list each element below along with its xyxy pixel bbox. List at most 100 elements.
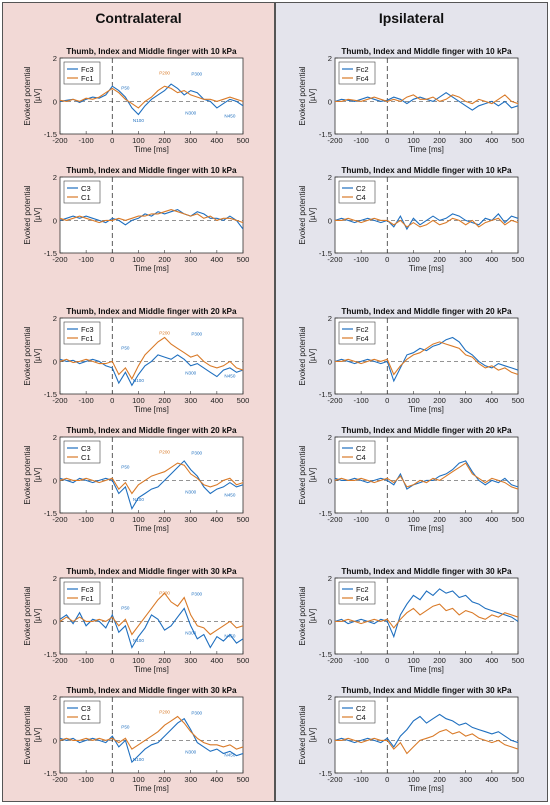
x-tick-label: 0 xyxy=(385,515,389,524)
y-tick-label: -1.5 xyxy=(44,130,57,139)
x-tick-label: -200 xyxy=(52,255,67,264)
peak-annotation: N450 xyxy=(224,374,235,379)
peak-annotation: N450 xyxy=(224,114,235,119)
y-axis-label: Evoked potential[µV] xyxy=(298,185,317,244)
chart-title: Thumb, Index and Middle finger with 30 k… xyxy=(66,686,237,695)
y-tick-label: 0 xyxy=(53,736,57,745)
peak-annotation: P200 xyxy=(159,449,170,454)
legend-label: Fc2 xyxy=(356,325,369,334)
x-tick-label: 500 xyxy=(237,255,250,264)
x-tick-label: 300 xyxy=(459,396,472,405)
series-line-C1 xyxy=(60,715,243,750)
peak-annotation: N100 xyxy=(133,497,144,502)
ipsilateral-title: Ipsilateral xyxy=(378,10,445,26)
y-tick-label: -1.5 xyxy=(319,650,332,659)
peak-annotation: N300 xyxy=(185,489,196,494)
x-tick-label: 500 xyxy=(512,255,525,264)
x-tick-label: -100 xyxy=(354,775,369,784)
x-tick-label: -200 xyxy=(327,396,342,405)
chart-4: Thumb, Index and Middle finger with 30 k… xyxy=(23,567,249,674)
y-tick-label: 2 xyxy=(328,173,332,182)
chart-0: Thumb, Index and Middle finger with 10 k… xyxy=(23,47,249,154)
y-tick-label: 2 xyxy=(53,693,57,702)
y-tick-label: 2 xyxy=(328,314,332,323)
chart-6: Thumb, Index and Middle finger with 10 k… xyxy=(298,47,524,154)
y-axis-label: Evoked potential[µV] xyxy=(298,66,317,125)
x-tick-label: 100 xyxy=(407,656,420,665)
x-tick-label: 200 xyxy=(158,515,171,524)
x-tick-label: 400 xyxy=(486,255,499,264)
chart-7: Thumb, Index and Middle finger with 10 k… xyxy=(298,166,524,273)
x-tick-label: 300 xyxy=(459,775,472,784)
peak-annotation: P200 xyxy=(159,70,170,75)
series-line-C1 xyxy=(60,209,243,224)
x-tick-label: 300 xyxy=(459,515,472,524)
x-tick-label: 500 xyxy=(512,775,525,784)
x-tick-label: 0 xyxy=(110,515,114,524)
series-line-C3 xyxy=(60,460,243,511)
plot-area xyxy=(59,176,244,254)
y-tick-label: 2 xyxy=(328,574,332,583)
peak-annotation: N450 xyxy=(224,753,235,758)
chart-8: Thumb, Index and Middle finger with 20 k… xyxy=(298,307,524,414)
x-tick-label: -200 xyxy=(52,136,67,145)
peak-annotation: P300 xyxy=(191,331,202,336)
y-tick-label: 2 xyxy=(328,433,332,442)
x-tick-label: 0 xyxy=(385,396,389,405)
chart-9: Thumb, Index and Middle finger with 20 k… xyxy=(298,426,524,533)
x-tick-label: -200 xyxy=(52,775,67,784)
x-tick-label: 300 xyxy=(459,136,472,145)
y-axis-label: Evoked potential[µV] xyxy=(23,705,42,764)
peak-annotation: P50 xyxy=(121,605,130,610)
y-tick-label: 2 xyxy=(53,574,57,583)
chart-title: Thumb, Index and Middle finger with 10 k… xyxy=(341,47,512,56)
chart-5: Thumb, Index and Middle finger with 30 k… xyxy=(23,686,249,793)
peak-annotation: P200 xyxy=(159,590,170,595)
x-tick-label: 0 xyxy=(110,396,114,405)
x-tick-label: 0 xyxy=(110,775,114,784)
x-tick-label: 200 xyxy=(433,515,446,524)
x-tick-label: 500 xyxy=(512,656,525,665)
y-tick-label: 0 xyxy=(328,736,332,745)
chart-title: Thumb, Index and Middle finger with 30 k… xyxy=(341,567,512,576)
y-tick-label: 0 xyxy=(53,476,57,485)
x-tick-label: 500 xyxy=(237,775,250,784)
x-tick-label: -200 xyxy=(52,656,67,665)
legend-label: C3 xyxy=(81,704,91,713)
x-tick-label: 100 xyxy=(132,396,145,405)
x-tick-label: 200 xyxy=(433,255,446,264)
x-tick-label: 100 xyxy=(407,515,420,524)
y-axis-label: Evoked potential[µV] xyxy=(23,185,42,244)
x-tick-label: 300 xyxy=(184,775,197,784)
y-axis-label: Evoked potential[µV] xyxy=(23,66,42,125)
peak-annotation: N100 xyxy=(133,757,144,762)
x-tick-label: 200 xyxy=(433,136,446,145)
chart-title: Thumb, Index and Middle finger with 10 k… xyxy=(66,166,237,175)
y-tick-label: -1.5 xyxy=(319,130,332,139)
x-tick-label: 300 xyxy=(459,255,472,264)
x-tick-label: 300 xyxy=(184,656,197,665)
y-tick-label: 0 xyxy=(328,216,332,225)
contralateral-panel xyxy=(2,2,275,802)
x-tick-label: 300 xyxy=(184,255,197,264)
legend-label: C4 xyxy=(356,713,366,722)
y-tick-label: 2 xyxy=(53,314,57,323)
y-tick-label: 0 xyxy=(53,216,57,225)
x-tick-label: 0 xyxy=(385,656,389,665)
x-tick-label: -100 xyxy=(354,656,369,665)
y-axis-label: Evoked potential[µV] xyxy=(298,586,317,645)
y-axis-label: Evoked potential[µV] xyxy=(298,705,317,764)
x-axis-label: Time [ms] xyxy=(409,784,444,793)
x-tick-label: -100 xyxy=(354,396,369,405)
legend-label: C2 xyxy=(356,184,366,193)
legend-label: C2 xyxy=(356,444,366,453)
chart-title: Thumb, Index and Middle finger with 20 k… xyxy=(66,307,237,316)
peak-annotation: N300 xyxy=(185,749,196,754)
x-tick-label: 400 xyxy=(486,396,499,405)
x-tick-label: 400 xyxy=(211,255,224,264)
x-tick-label: 0 xyxy=(110,255,114,264)
x-axis-label: Time [ms] xyxy=(409,405,444,414)
series-line-Fc4 xyxy=(335,341,518,376)
series-line-Fc2 xyxy=(335,336,518,383)
